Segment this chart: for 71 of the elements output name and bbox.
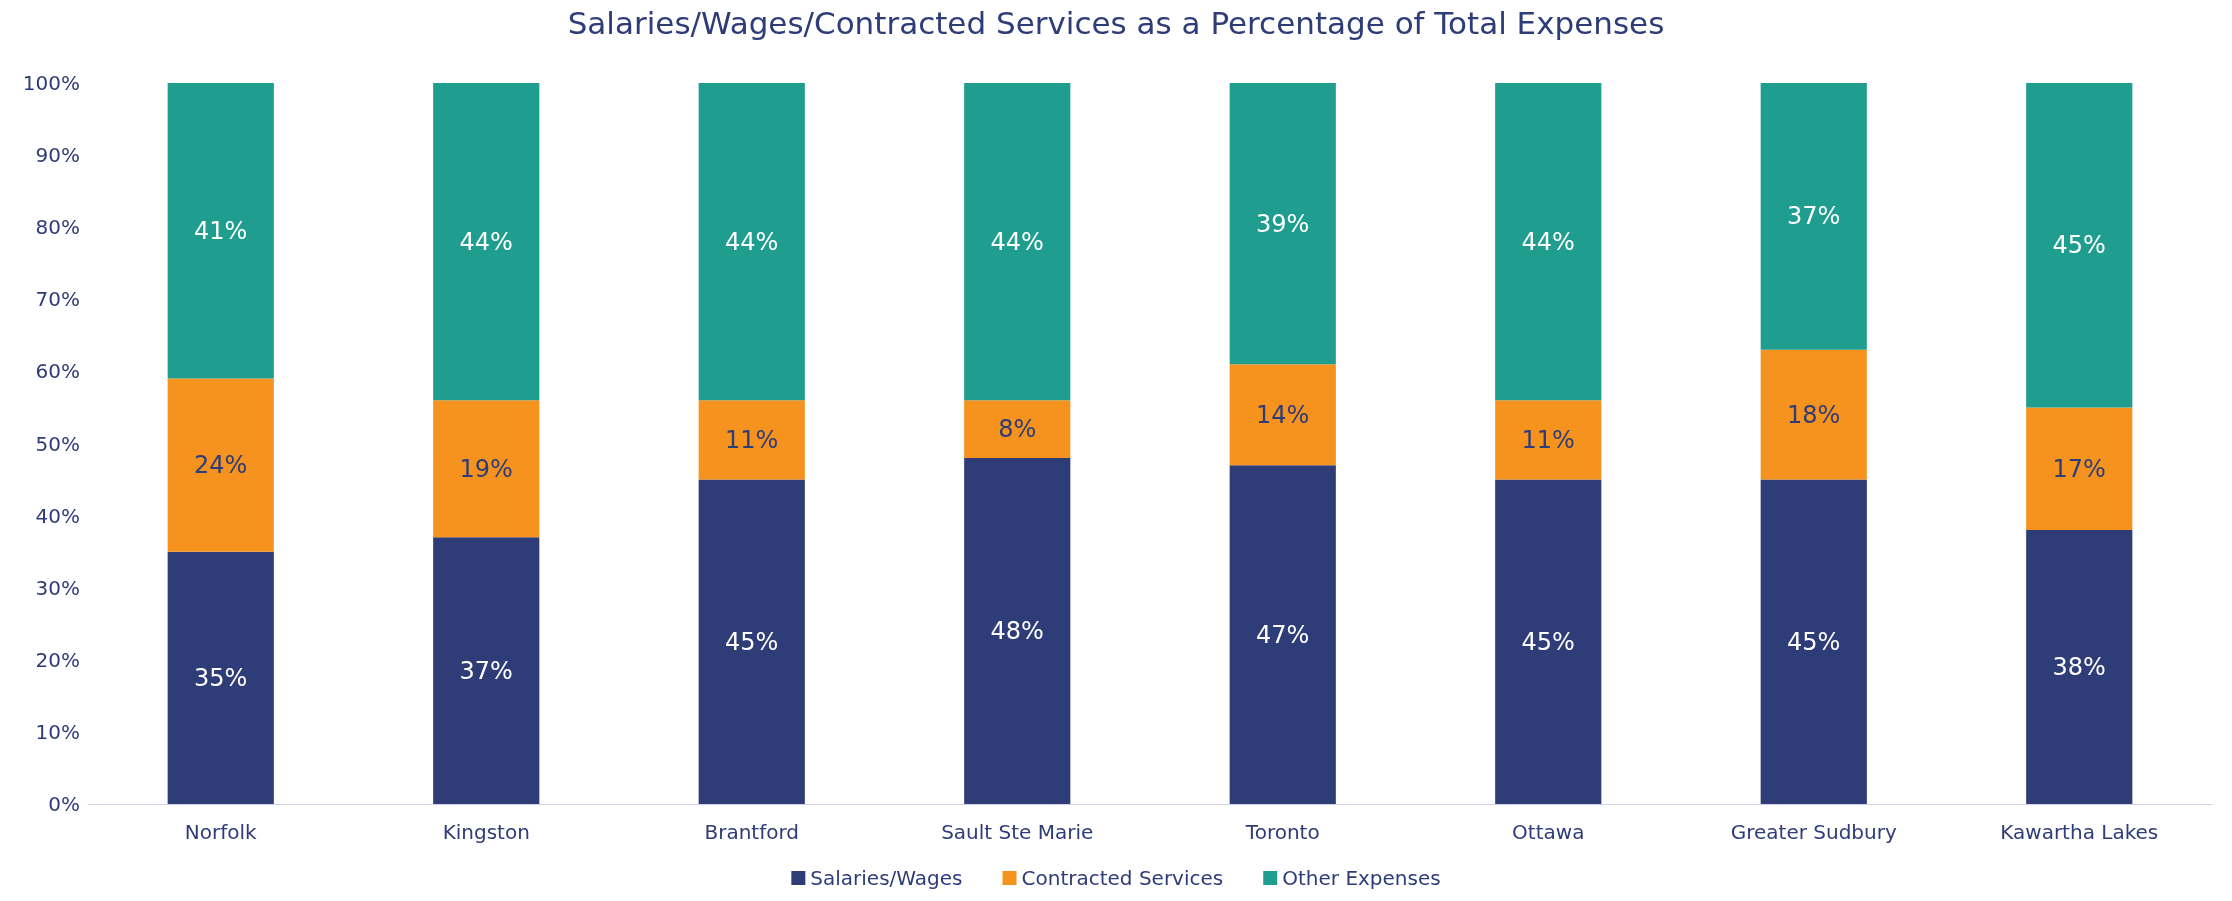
data-label: 48% — [990, 616, 1044, 645]
y-tick-label: 60% — [35, 359, 80, 384]
data-label: 44% — [459, 227, 513, 256]
x-tick-label: Ottawa — [1512, 820, 1585, 844]
bar — [1760, 83, 1867, 350]
x-tick-label: Kawartha Lakes — [2000, 820, 2159, 844]
y-tick-label: 80% — [35, 215, 80, 240]
bar — [698, 400, 805, 480]
bar — [433, 537, 540, 804]
data-label: 41% — [194, 216, 248, 245]
bar — [1495, 400, 1602, 480]
bar — [167, 551, 274, 804]
y-tick-label: 40% — [35, 503, 80, 528]
data-label: 45% — [725, 627, 779, 656]
data-label: 47% — [1256, 620, 1310, 649]
data-label: 11% — [725, 425, 779, 454]
x-tick-label: Norfolk — [184, 820, 258, 844]
data-label: 44% — [725, 227, 779, 256]
chart-title: Salaries/Wages/Contracted Services as a Percentage of Total Expenses — [567, 4, 1665, 41]
bar — [1229, 83, 1336, 365]
data-label: 19% — [459, 454, 513, 483]
data-label: 39% — [1256, 209, 1310, 238]
y-tick-label: 0% — [48, 792, 80, 816]
bar — [698, 479, 805, 804]
data-label: 17% — [2052, 454, 2106, 483]
bar — [2026, 530, 2133, 804]
data-label: 24% — [194, 451, 248, 480]
y-tick-label: 10% — [35, 719, 80, 744]
data-label: 44% — [1521, 227, 1575, 256]
y-tick-label: 100% — [22, 71, 80, 95]
data-label: 14% — [1256, 400, 1310, 429]
bar — [1229, 364, 1336, 466]
y-tick-label: 70% — [35, 287, 80, 312]
data-label: 35% — [194, 663, 248, 692]
y-tick-label: 20% — [35, 647, 80, 672]
bar — [964, 83, 1071, 401]
bar — [1760, 349, 1867, 480]
bar — [2026, 407, 2133, 531]
y-tick-label: 50% — [35, 431, 80, 456]
bar — [964, 457, 1071, 804]
data-label: 18% — [1787, 400, 1841, 429]
legend-label: Salaries/Wages — [810, 866, 963, 890]
data-label: 44% — [990, 227, 1044, 256]
x-tick-label: Greater Sudbury — [1730, 820, 1897, 844]
y-tick-label: 30% — [35, 575, 80, 600]
bar — [1495, 479, 1602, 804]
data-label: 45% — [1521, 627, 1575, 656]
x-tick-label: Sault Ste Marie — [941, 820, 1094, 844]
data-label: 45% — [2052, 231, 2106, 260]
x-tick-label: Brantford — [704, 820, 800, 844]
data-label: 45% — [1787, 627, 1841, 656]
legend-label: Contracted Services — [1021, 866, 1224, 890]
bar — [2026, 83, 2133, 408]
data-label: 37% — [459, 656, 513, 685]
x-tick-label: Kingston — [442, 820, 530, 844]
bar — [1495, 83, 1602, 401]
bar — [167, 378, 274, 552]
bar — [167, 83, 274, 379]
bar — [433, 83, 540, 401]
y-tick-label: 90% — [35, 143, 80, 168]
bar — [698, 83, 805, 401]
bar — [1760, 479, 1867, 804]
bar — [1229, 465, 1336, 804]
data-label: 11% — [1521, 425, 1575, 454]
data-label: 37% — [1787, 202, 1841, 231]
legend-label: Other Expenses — [1282, 866, 1441, 890]
bar — [433, 400, 540, 538]
x-tick-label: Toronto — [1244, 820, 1320, 844]
data-label: 8% — [998, 415, 1037, 444]
data-label: 38% — [2052, 653, 2106, 682]
bar — [964, 400, 1071, 458]
